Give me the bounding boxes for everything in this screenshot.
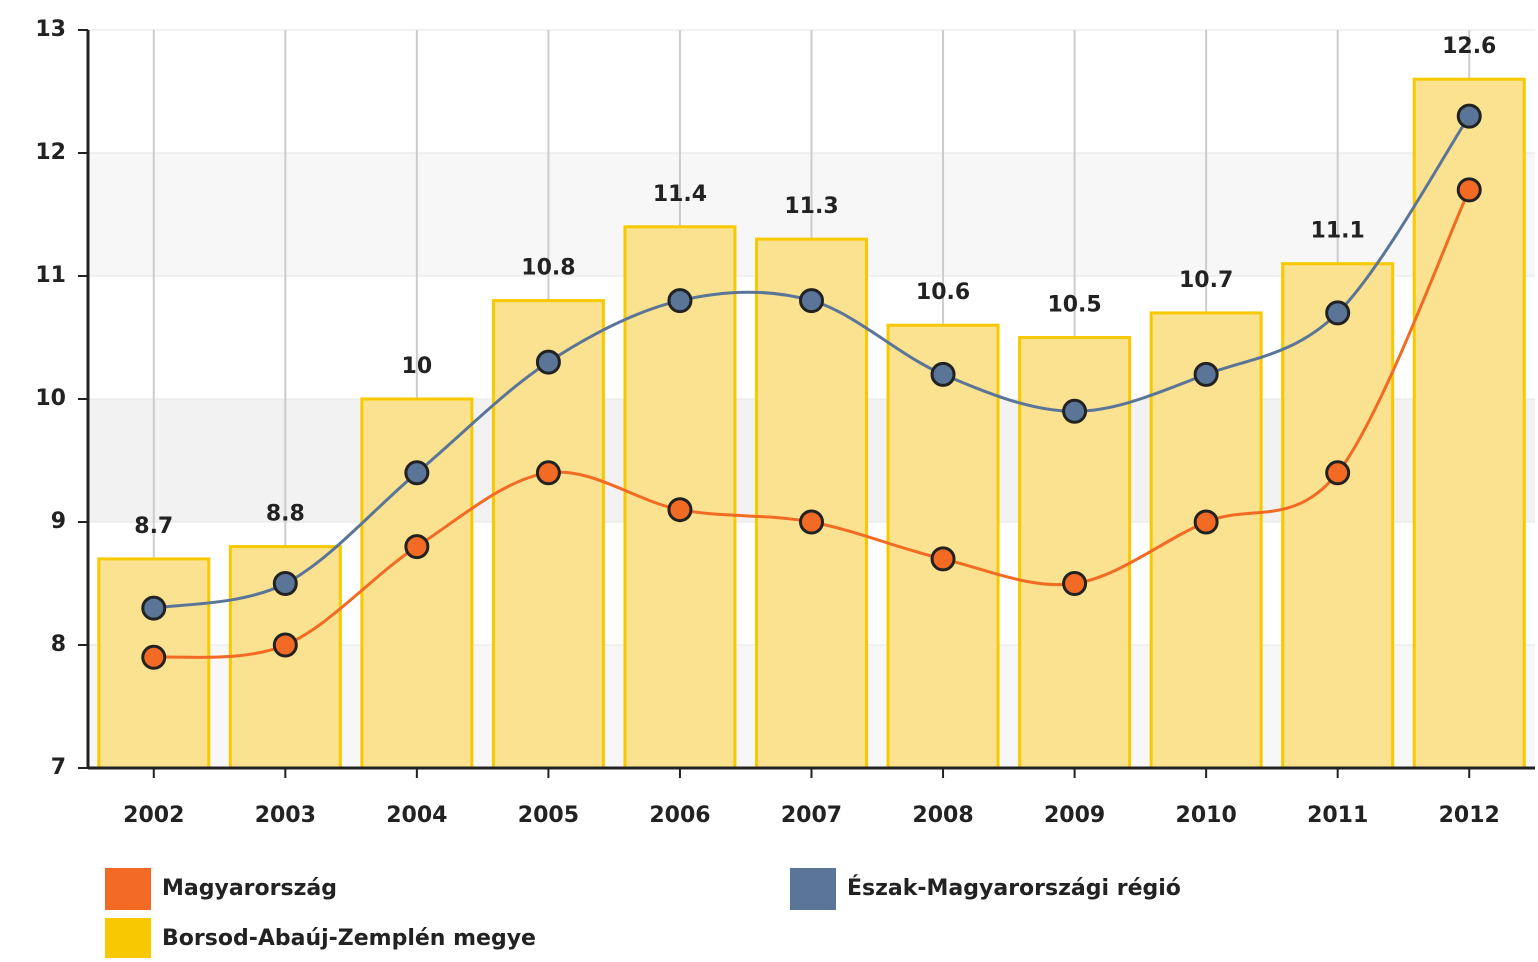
line-marker <box>1062 571 1088 596</box>
y-tick-label: 8 <box>51 632 66 657</box>
bar-value-label: 8.7 <box>134 514 173 539</box>
y-tick-label: 7 <box>51 755 66 780</box>
line-marker <box>141 644 167 670</box>
x-tick-label: 2006 <box>649 803 710 828</box>
bar-value-label: 11.1 <box>1311 219 1365 244</box>
x-tick-label: 2012 <box>1439 803 1500 828</box>
line-marker <box>535 460 561 486</box>
line-marker <box>930 546 956 572</box>
line-marker <box>1062 398 1088 424</box>
bar-value-label: 10.5 <box>1047 293 1101 318</box>
bar-value-label: 8.8 <box>266 502 305 527</box>
line-marker <box>1193 361 1219 387</box>
y-tick-label: 9 <box>51 509 66 534</box>
line-marker <box>667 497 693 523</box>
x-tick-label: 2009 <box>1044 803 1105 828</box>
y-tick-label: 12 <box>35 140 66 165</box>
x-tick-label: 2003 <box>255 803 316 828</box>
bar <box>1281 262 1395 770</box>
bar-value-label: 10.6 <box>916 280 970 305</box>
line-marker <box>1325 460 1351 486</box>
line-marker <box>667 288 693 314</box>
line-marker <box>1456 103 1482 129</box>
x-tick-label: 2004 <box>386 803 447 828</box>
bar-value-label: 12.6 <box>1442 34 1496 59</box>
x-tick-label: 2002 <box>123 803 184 828</box>
legend-label: Észak-Magyarországi régió <box>847 875 1181 901</box>
line <box>153 189 1471 659</box>
bar <box>755 237 868 770</box>
bar-value-label: 10.7 <box>1179 268 1233 293</box>
bar-value-label: 10 <box>402 354 433 379</box>
line-marker <box>272 571 298 596</box>
bar-value-label: 11.3 <box>784 194 838 219</box>
y-tick-label: 10 <box>35 386 66 411</box>
legend-swatch <box>105 918 151 960</box>
line-marker <box>930 361 956 387</box>
x-tick-label: 2008 <box>912 803 973 828</box>
legend-label: Magyarország <box>162 876 337 901</box>
y-tick-label: 13 <box>35 17 66 42</box>
line-marker <box>799 288 824 314</box>
line-marker <box>1325 300 1351 326</box>
legend-swatch <box>105 868 151 910</box>
line-marker <box>272 632 298 658</box>
line-marker <box>141 595 167 621</box>
line-marker <box>535 349 561 375</box>
bar-value-label: 11.4 <box>653 182 707 207</box>
line-marker <box>404 534 430 560</box>
y-tick-label: 11 <box>35 263 66 288</box>
x-tick-label: 2011 <box>1307 803 1368 828</box>
line-marker <box>404 460 430 486</box>
legend-label: Borsod-Abaúj-Zemplén megye <box>162 926 536 951</box>
legend-swatch <box>790 868 836 910</box>
line-marker <box>1193 509 1219 535</box>
bar <box>360 397 474 770</box>
line-marker <box>799 509 824 535</box>
x-tick-label: 2007 <box>781 803 842 828</box>
bar-value-label: 10.8 <box>521 256 575 281</box>
x-tick-label: 2005 <box>518 803 579 828</box>
line-marker <box>1456 177 1482 203</box>
x-tick-label: 2010 <box>1176 803 1237 828</box>
